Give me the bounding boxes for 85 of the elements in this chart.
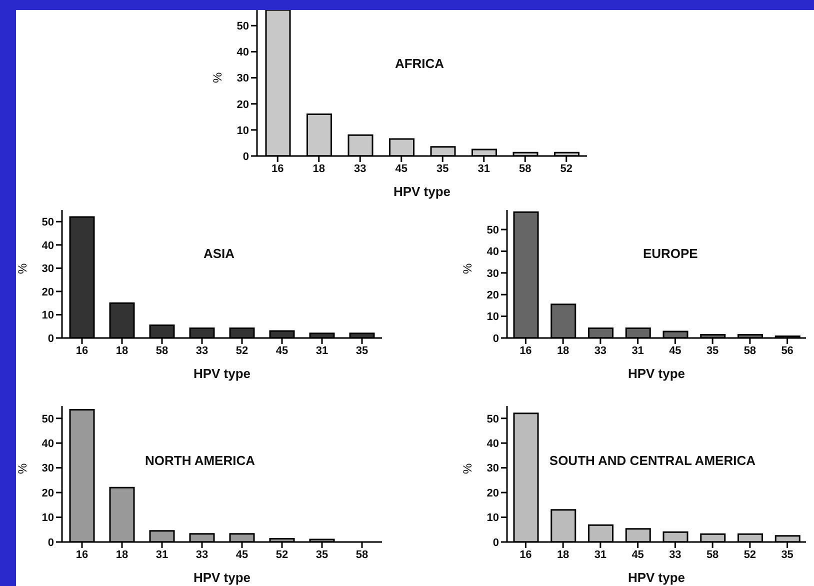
x-axis-title: HPV type — [393, 184, 451, 199]
text: ASIA — [203, 246, 235, 260]
y-tick-label: 10 — [42, 310, 54, 322]
x-axis-title: HPV type — [193, 366, 251, 381]
y-tick-label: 40 — [486, 246, 499, 258]
y-tick-label: 20 — [486, 487, 499, 500]
y-tick-label: 10 — [42, 512, 54, 524]
y-axis-title: % — [15, 463, 30, 474]
y-tick-label: 40 — [236, 46, 249, 59]
x-tick-label: 52 — [744, 548, 756, 561]
y-axis-title: % — [460, 463, 474, 474]
x-tick-label: 16 — [76, 344, 88, 357]
x-tick-label: 16 — [520, 344, 532, 357]
y-tick-label: 30 — [486, 462, 499, 475]
x-tick-label: 58 — [156, 344, 168, 357]
x-tick-label: 33 — [669, 548, 682, 561]
x-tick-label: 35 — [436, 162, 449, 175]
x-tick-label: 16 — [76, 548, 88, 561]
y-tick-label: 50 — [42, 413, 54, 426]
y-tick-label: 30 — [236, 72, 249, 85]
y-tick-label: 10 — [486, 512, 499, 524]
y-tick-label: 40 — [42, 438, 54, 450]
x-tick-label: 16 — [272, 162, 284, 175]
x-tick-label: 58 — [519, 162, 532, 175]
y-tick-label: 0 — [48, 536, 54, 549]
y-tick-label: 50 — [236, 20, 249, 33]
x-tick-label: 16 — [520, 548, 532, 561]
y-tick-label: 0 — [48, 332, 54, 345]
y-tick-label: 0 — [242, 150, 249, 163]
x-tick-label: 18 — [556, 548, 570, 561]
x-tick-label: 18 — [116, 344, 128, 357]
x-tick-label: 52 — [560, 162, 572, 175]
x-tick-label: 31 — [316, 344, 328, 357]
text: AFRICA — [394, 56, 444, 71]
y-tick-label: 40 — [486, 438, 499, 450]
y-tick-label: 20 — [42, 487, 54, 500]
y-tick-label: 30 — [42, 263, 54, 276]
x-tick-label: 45 — [395, 162, 408, 175]
y-tick-label: 10 — [236, 124, 249, 137]
x-tick-label: 31 — [478, 162, 490, 175]
y-tick-label: 0 — [492, 536, 499, 549]
text: NORTH AMERICA — [144, 453, 256, 468]
x-tick-label: 31 — [594, 548, 607, 561]
x-tick-label: 58 — [356, 548, 368, 561]
text: SOUTH AND CENTRAL AMERICA — [549, 453, 756, 468]
x-tick-label: 18 — [556, 344, 570, 357]
x-tick-label: 33 — [196, 548, 208, 561]
y-tick-label: 30 — [486, 268, 499, 280]
y-axis-title: % — [15, 263, 30, 274]
x-tick-label: 31 — [632, 344, 644, 357]
y-tick-label: 50 — [42, 216, 54, 229]
x-tick-label: 45 — [632, 548, 644, 561]
y-tick-label: 20 — [486, 290, 499, 302]
x-tick-label: 35 — [706, 344, 719, 357]
x-tick-label: 35 — [316, 548, 328, 561]
y-tick-label: 10 — [486, 311, 499, 324]
x-tick-label: 52 — [276, 548, 288, 561]
y-tick-label: 30 — [42, 462, 54, 475]
x-tick-label: 31 — [156, 548, 168, 561]
y-tick-label: 20 — [42, 286, 54, 298]
x-tick-label: 33 — [594, 344, 607, 357]
text: EUROPE — [642, 246, 698, 260]
x-axis-title: HPV type — [628, 366, 686, 381]
y-tick-label: 50 — [486, 224, 499, 236]
x-tick-label: 45 — [236, 548, 248, 561]
x-tick-label: 18 — [116, 548, 128, 561]
x-tick-label: 45 — [669, 344, 682, 357]
x-tick-label: 52 — [236, 344, 248, 357]
x-tick-label: 56 — [781, 344, 794, 357]
x-tick-label: 58 — [706, 548, 719, 561]
y-tick-label: 50 — [486, 413, 499, 426]
x-tick-label: 35 — [781, 548, 794, 561]
x-tick-label: 33 — [354, 162, 366, 175]
y-axis-title: % — [460, 263, 474, 274]
x-tick-label: 45 — [276, 344, 288, 357]
y-tick-label: 20 — [236, 98, 249, 111]
y-tick-label: 40 — [42, 240, 54, 252]
x-tick-label: 18 — [312, 162, 325, 175]
x-tick-label: 58 — [744, 344, 756, 357]
x-tick-label: 33 — [196, 344, 208, 357]
x-axis-title: HPV type — [628, 570, 686, 585]
x-tick-label: 35 — [356, 344, 368, 357]
x-axis-title: HPV type — [193, 570, 251, 585]
y-tick-label: 0 — [492, 332, 499, 345]
y-axis-title: % — [210, 72, 224, 83]
